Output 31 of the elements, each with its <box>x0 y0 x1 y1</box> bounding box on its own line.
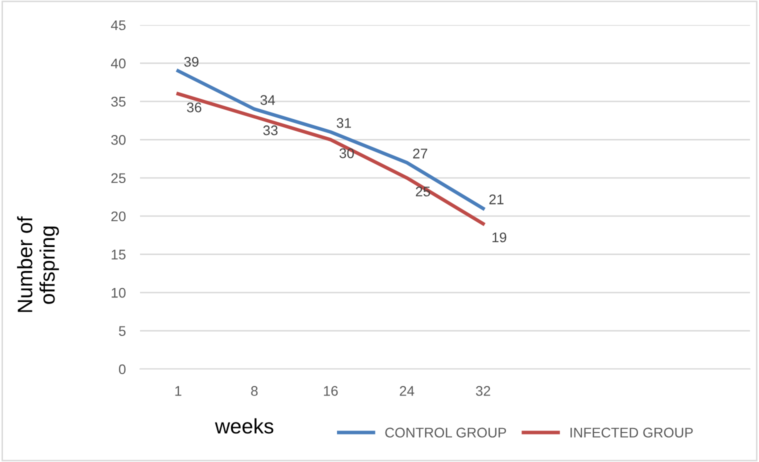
line-series <box>176 69 485 210</box>
x-tick-label: 16 <box>324 386 338 396</box>
y-tick-label: 35 <box>111 96 126 107</box>
data-label: 31 <box>336 118 351 128</box>
y-tick-label: 20 <box>111 211 126 222</box>
data-label: 19 <box>492 232 506 242</box>
data-label: 25 <box>416 186 430 196</box>
y-tick-label: 5 <box>118 326 126 336</box>
x-tick-label: 1 <box>175 386 182 396</box>
y-tick-label: 30 <box>111 135 126 145</box>
x-tick-label: 24 <box>400 386 414 396</box>
legend-label: INFECTED GROUP <box>570 428 693 438</box>
y-tick-label: 15 <box>112 250 126 260</box>
data-label: 39 <box>184 56 198 67</box>
y-tick-label: 0 <box>118 364 126 374</box>
y-tick-label: 40 <box>110 58 126 68</box>
x-tick-label: 8 <box>251 386 258 396</box>
y-axis-title: Number of offspring <box>17 216 59 312</box>
y-tick-label: 10 <box>112 288 126 298</box>
data-label: 27 <box>413 148 428 158</box>
data-label: 36 <box>186 102 202 112</box>
legend-label: CONTROL GROUP <box>385 428 506 438</box>
data-label: 33 <box>263 125 278 136</box>
data-label: 21 <box>489 194 504 204</box>
x-axis-title: weeks <box>214 418 274 434</box>
x-tick-label: 32 <box>476 386 490 396</box>
y-tick-label: 45 <box>110 20 126 30</box>
line-series <box>176 92 485 226</box>
data-label: 34 <box>260 95 275 105</box>
data-label: 30 <box>339 148 354 158</box>
y-tick-label: 25 <box>111 173 126 184</box>
